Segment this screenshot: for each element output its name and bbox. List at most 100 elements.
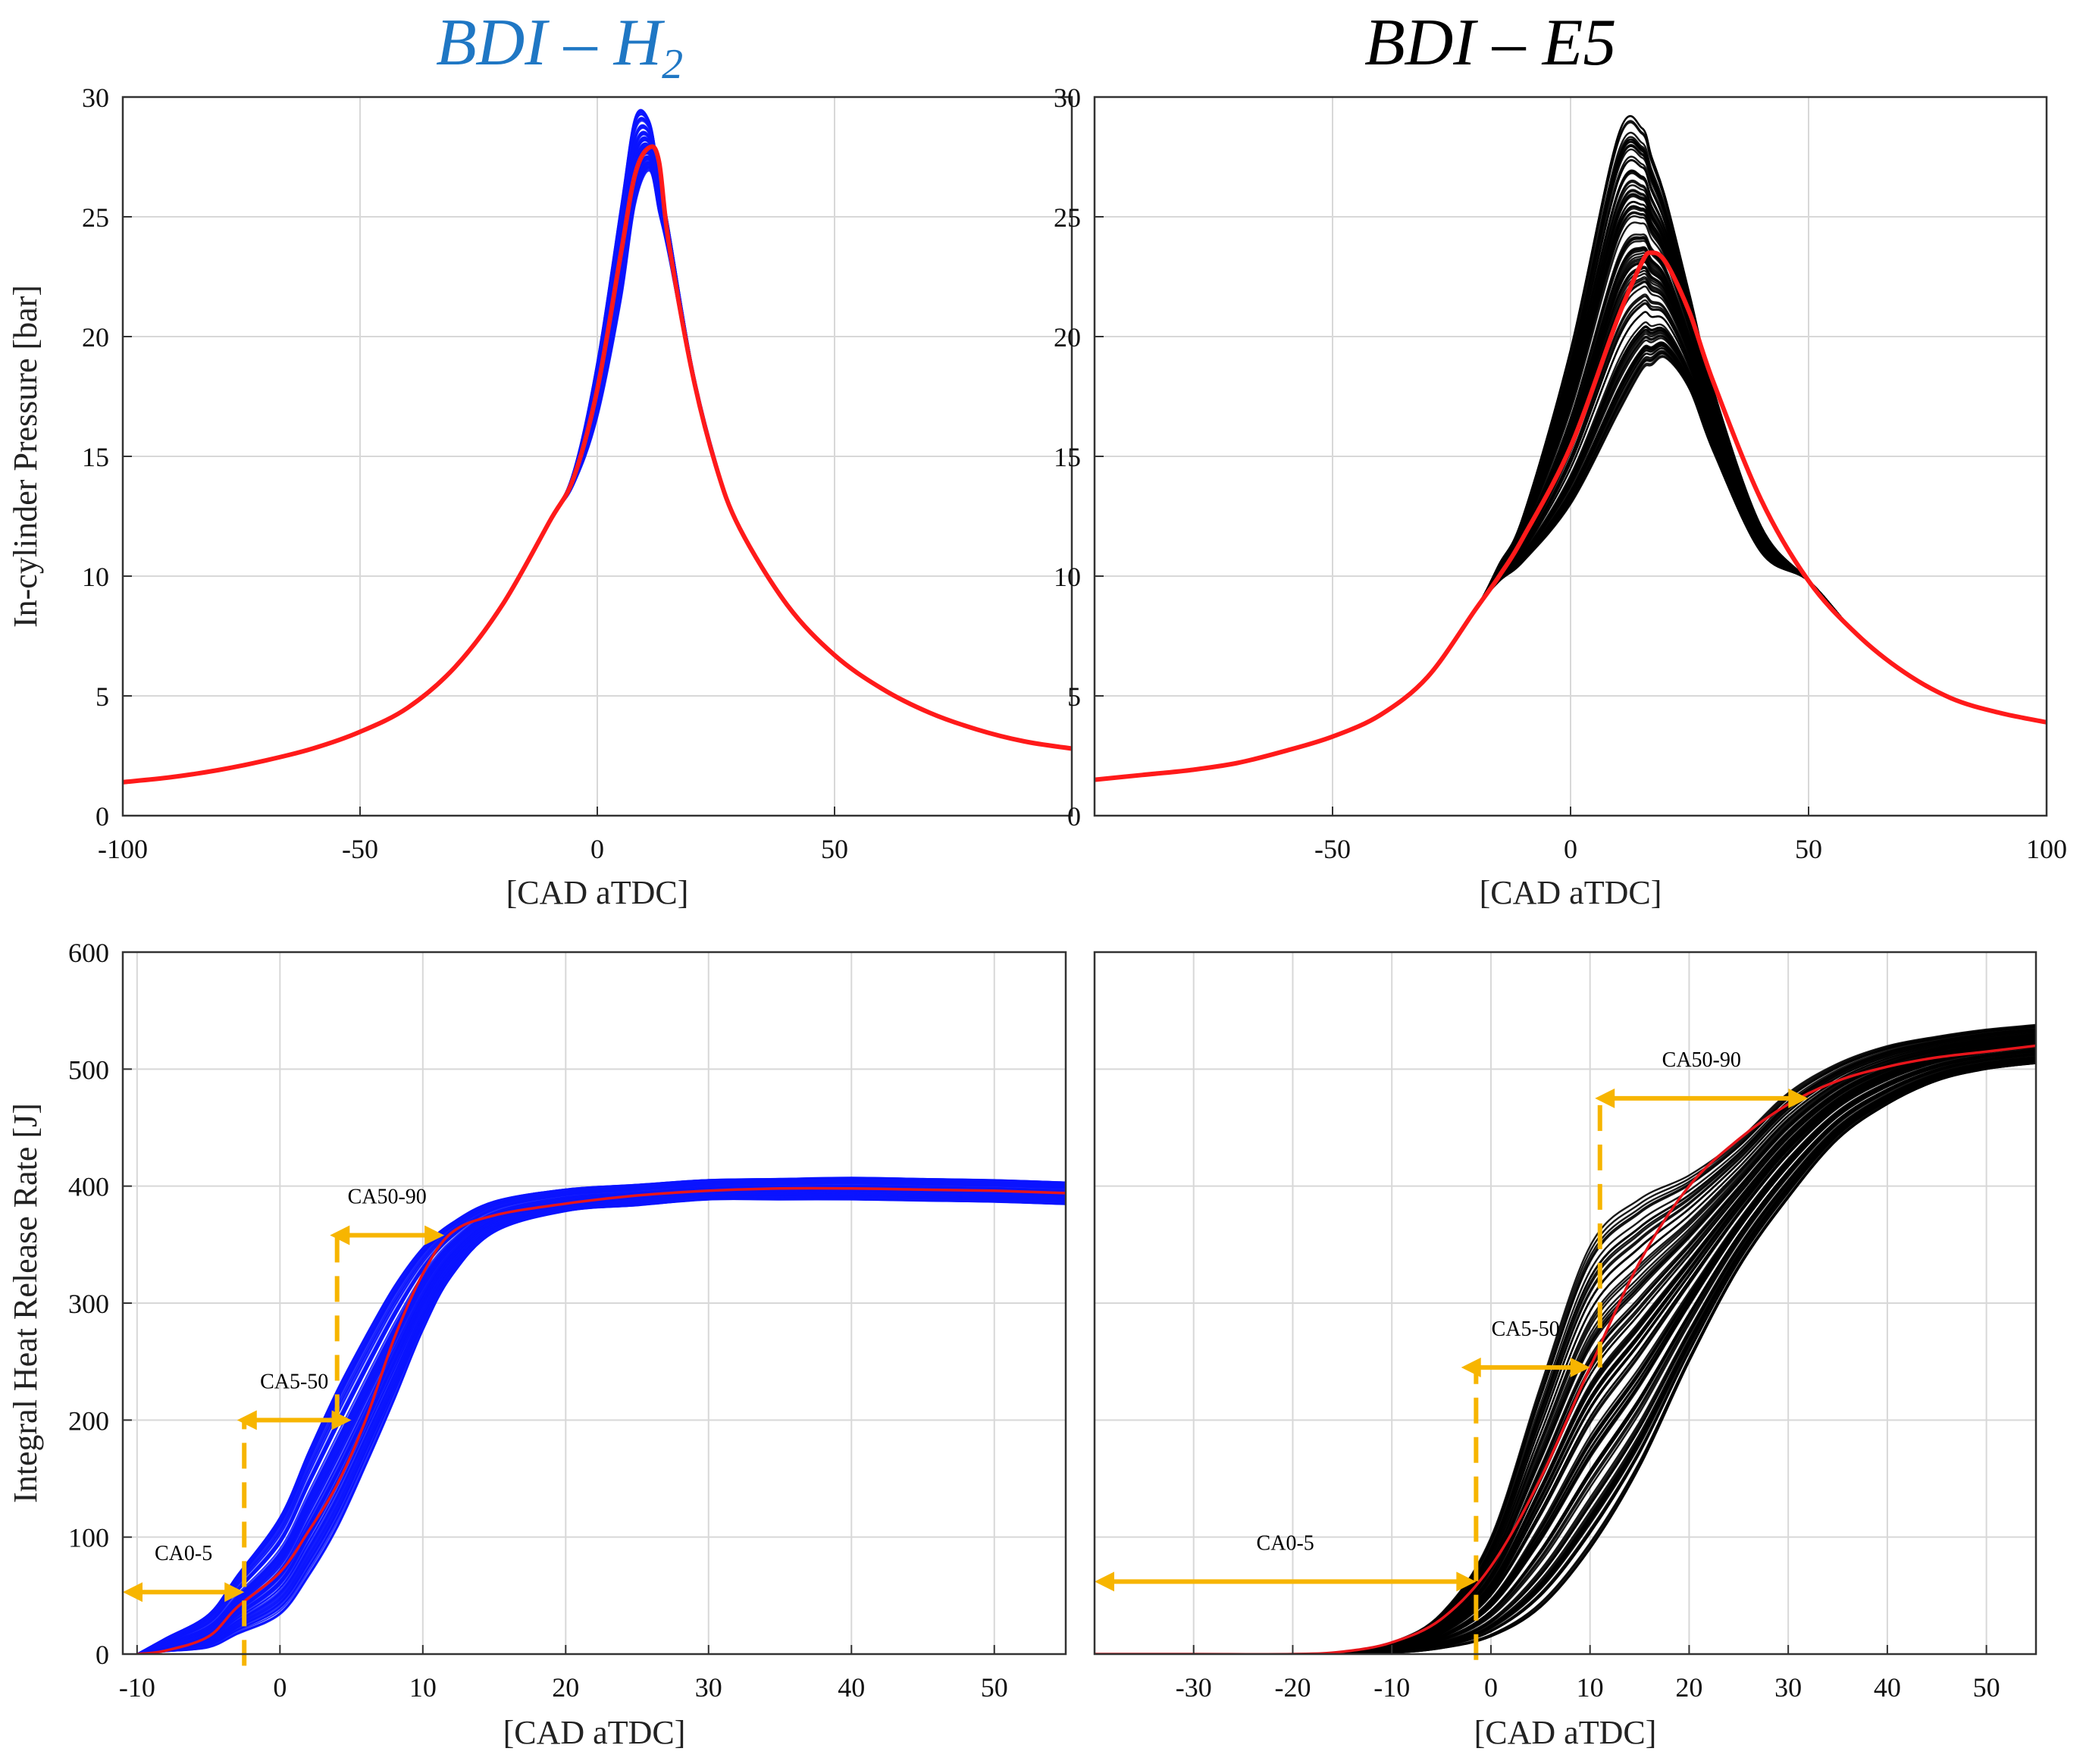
cycle-line: [136, 1177, 1066, 1654]
x-tick-label: 0: [273, 1672, 287, 1703]
annotation-arrowhead-right: [1570, 1357, 1590, 1377]
cycle-bundle: [136, 1177, 1066, 1654]
cycle-line: [136, 1180, 1066, 1654]
x-tick-label: 0: [1484, 1672, 1498, 1703]
y-axis-label: Integral Heat Release Rate [J]: [7, 1103, 44, 1503]
y-tick-label: 10: [1054, 562, 1081, 592]
cycle-line: [136, 1198, 1066, 1654]
cycle-line: [136, 1185, 1066, 1654]
cycle-line: [136, 1190, 1066, 1654]
annotation-label: CA0-5: [1257, 1531, 1314, 1555]
x-tick-label: 50: [1973, 1672, 2000, 1703]
annotation-arrowhead-right: [331, 1410, 352, 1430]
x-tick-label: 50: [1795, 834, 1822, 864]
mean-series: [136, 1186, 1066, 1654]
cycle-line: [136, 1194, 1066, 1654]
cycle-line: [1095, 1060, 2036, 1654]
x-tick-label: -100: [98, 834, 148, 864]
y-tick-label: 10: [82, 562, 109, 592]
annotation-arrowhead-right: [224, 1582, 245, 1603]
cycle-line: [136, 1177, 1066, 1654]
annotations: CA0-5 CA5-50 CA50-90: [1095, 1048, 1809, 1660]
x-tick-label: -50: [1314, 834, 1351, 864]
x-tick-label: 30: [1774, 1672, 1802, 1703]
x-axis-label: [CAD aTDC]: [1474, 1714, 1657, 1751]
x-tick-label: -10: [119, 1672, 155, 1703]
annotation-arrowhead-left: [1595, 1088, 1615, 1108]
x-axis-label: [CAD aTDC]: [503, 1714, 686, 1751]
annotation-arrowhead-left: [236, 1410, 257, 1430]
x-tick-label: -30: [1176, 1672, 1212, 1703]
x-tick-label: 50: [821, 834, 848, 864]
y-tick-label: 15: [1054, 442, 1081, 472]
x-tick-label: 40: [1874, 1672, 1901, 1703]
cycle-line: [1095, 1059, 2036, 1654]
annotation-arrowhead-right: [1456, 1571, 1477, 1592]
x-tick-label: 20: [552, 1672, 579, 1703]
annotation-label: CA5-50: [1492, 1318, 1560, 1341]
cycle-line: [136, 1197, 1066, 1654]
y-tick-label: 300: [68, 1289, 109, 1319]
x-tick-label: 30: [695, 1672, 722, 1703]
cycle-line: [136, 1181, 1066, 1654]
cycle-line: [136, 1186, 1066, 1654]
annotation-arrowhead-left: [330, 1225, 350, 1245]
title-bdi-h2-subscript: 2: [662, 41, 684, 88]
y-tick-label: 100: [68, 1523, 109, 1553]
annotation-label: CA50-90: [348, 1185, 427, 1208]
cycle-line: [136, 1192, 1066, 1654]
y-tick-label: 20: [82, 322, 109, 352]
chart-pressure-e5: -50 0 50 100 0 5 10 15 20 25 30 [CAD aTDC]: [1054, 83, 2067, 911]
x-tick-label: 40: [838, 1672, 865, 1703]
x-tick-label: 100: [2026, 834, 2067, 864]
x-tick-label: 0: [590, 834, 604, 864]
title-bdi-e5: BDI – E5: [1364, 6, 1617, 80]
x-axis-label: [CAD aTDC]: [1480, 874, 1662, 911]
cycle-line: [136, 1191, 1066, 1654]
y-tick-label: 200: [68, 1405, 109, 1436]
y-tick-label: 25: [82, 202, 109, 233]
annotations: CA0-5 CA5-50 CA50-90: [123, 1185, 445, 1666]
y-tick-label: 15: [82, 442, 109, 472]
mean-series: [1095, 250, 2047, 782]
y-tick-label: 25: [1054, 202, 1081, 233]
y-tick-label: 0: [1067, 801, 1081, 832]
x-tick-label: 0: [1564, 834, 1577, 864]
title-bdi-h2: BDI – H2: [436, 2, 683, 106]
y-tick-label: 20: [1054, 322, 1081, 352]
annotation-arrowhead-left: [1095, 1571, 1114, 1592]
annotation-label: CA5-50: [260, 1370, 328, 1393]
y-tick-label: 5: [96, 681, 109, 712]
chart-pressure-h2: -100 -50 0 50 0 5 10 15 20 25 30 [CAD aTDC] In-cylin…: [7, 83, 1073, 911]
cycle-bundle: [1095, 1023, 2036, 1654]
x-tick-label: -20: [1274, 1672, 1311, 1703]
x-tick-label: 50: [981, 1672, 1008, 1703]
x-tick-label: -10: [1373, 1672, 1410, 1703]
y-tick-label: 600: [68, 938, 109, 968]
y-tick-label: 400: [68, 1172, 109, 1202]
cycle-line: [136, 1178, 1066, 1654]
annotation-label: CA50-90: [1662, 1048, 1741, 1072]
annotation-arrowhead-left: [123, 1582, 143, 1603]
x-tick-label: 20: [1675, 1672, 1702, 1703]
y-tick-label: 30: [1054, 83, 1081, 113]
y-tick-label: 30: [82, 83, 109, 113]
y-tick-label: 0: [96, 801, 109, 832]
title-bdi-h2-main: BDI – H: [436, 6, 662, 80]
cycle-line: [136, 1177, 1066, 1654]
annotation-arrowhead-left: [1461, 1357, 1481, 1377]
annotation-arrowhead-right: [424, 1225, 445, 1245]
y-axis-label: In-cylinder Pressure [bar]: [7, 285, 44, 628]
x-tick-label: -50: [342, 834, 378, 864]
cycle-line: [136, 1179, 1066, 1654]
cycle-line: [136, 1195, 1066, 1654]
axes-frame: [1093, 951, 2037, 1656]
annotation-arrowhead-right: [1788, 1088, 1809, 1108]
y-tick-label: 0: [96, 1640, 109, 1670]
x-tick-label: 10: [409, 1672, 437, 1703]
y-tick-label: 5: [1067, 681, 1081, 712]
x-axis-label: [CAD aTDC]: [506, 874, 689, 911]
cycle-line: [136, 1178, 1066, 1654]
